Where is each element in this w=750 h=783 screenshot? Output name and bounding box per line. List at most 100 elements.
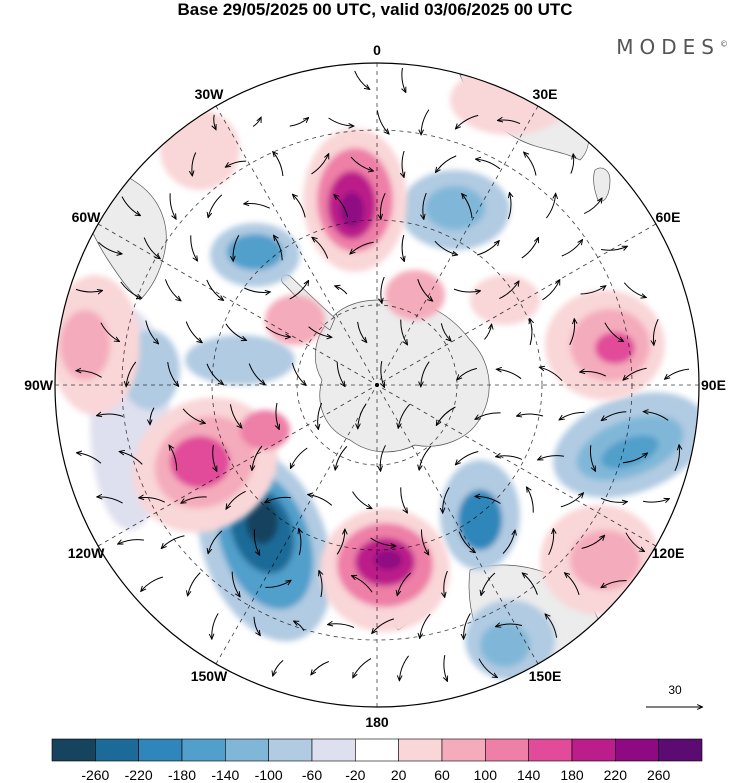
colorbar-label-4: -100 — [255, 767, 283, 783]
wind-arrow — [402, 150, 404, 177]
anomaly-pos-south-indian-core — [570, 530, 640, 590]
wind-arrow — [417, 279, 433, 301]
wind-arrow — [458, 531, 475, 553]
colorbar-label-2: -180 — [168, 767, 196, 783]
wind-arrow — [328, 117, 354, 126]
lon-label-0: 0 — [373, 42, 381, 58]
wind-arrow — [162, 535, 185, 548]
wind-arrow — [353, 658, 372, 678]
wind-arrow — [75, 288, 102, 292]
colorbar-label-12: 220 — [604, 767, 628, 783]
wind-arrow — [380, 192, 386, 219]
wind-arrow — [402, 67, 406, 92]
wind-arrow — [206, 279, 223, 300]
wind-arrow — [524, 153, 537, 176]
wind-arrow — [145, 320, 158, 344]
colorbar-swatch-11 — [528, 738, 573, 762]
wind-arrow — [464, 613, 471, 638]
wind-arrow — [126, 361, 137, 386]
wind-arrow — [244, 203, 271, 209]
latitude-circle-2 — [211, 219, 543, 551]
wind-arrow — [625, 532, 644, 552]
wind-arrow — [476, 159, 501, 170]
colorbar-label-3: -140 — [211, 767, 239, 783]
wind-arrow — [419, 446, 432, 469]
wind-arrow — [443, 487, 450, 512]
wind-arrow — [496, 456, 523, 460]
wind-arrow — [527, 487, 534, 513]
anomaly-pos-enderby — [470, 275, 540, 325]
wind-arrow — [546, 194, 555, 219]
wind-arrow — [644, 412, 669, 421]
wind-arrow — [231, 571, 240, 597]
anomaly-neg-southern-ocean-east-core — [458, 490, 502, 550]
wind-arrow — [602, 411, 627, 421]
anomaly-pos-amundsen-core-2 — [170, 436, 230, 488]
wind-arrow — [226, 490, 246, 508]
wind-arrow — [350, 156, 373, 171]
lon-label-60e: 60E — [656, 209, 681, 225]
wind-arrow — [580, 286, 606, 295]
wind-arrow — [444, 655, 447, 681]
pole-marker — [375, 383, 379, 387]
colorbar-label-5: -60 — [302, 767, 322, 783]
wind-arrow — [276, 402, 279, 429]
wind-arrow — [381, 276, 385, 303]
wind-arrow — [206, 363, 223, 384]
wind-arrow — [437, 406, 456, 425]
wind-arrow — [476, 496, 501, 504]
wind-arrow — [499, 281, 518, 300]
wind-arrow — [229, 404, 241, 427]
wind-arrow — [456, 451, 479, 465]
wind-arrow — [376, 110, 388, 133]
wind-arrow — [352, 576, 373, 593]
lon-label-120w: 120W — [68, 545, 105, 561]
anomaly-pos-pacific-south — [240, 410, 290, 450]
wind-arrow — [97, 414, 124, 416]
lon-label-90w: 90W — [24, 377, 54, 393]
wind-arrow — [192, 152, 197, 176]
wind-arrow — [400, 487, 407, 512]
wind-arrow — [507, 193, 511, 220]
wind-arrow — [243, 287, 270, 292]
wind-arrow — [212, 613, 219, 638]
anomaly-pos-bellingshausen — [265, 295, 325, 345]
wind-arrow — [521, 238, 538, 259]
colorbar-label-10: 140 — [517, 767, 541, 783]
wind-arrow — [252, 445, 263, 470]
colorbar-swatch-9 — [441, 738, 486, 762]
colorbar-swatch-5 — [268, 738, 313, 762]
wind-arrow — [420, 529, 428, 555]
wind-arrow — [478, 658, 497, 678]
wind-arrow — [475, 412, 501, 419]
colorbar-swatch-14 — [658, 738, 703, 762]
colorbar-label-7: 20 — [391, 767, 407, 783]
madagascar-landmass — [593, 167, 611, 202]
wind-arrow — [354, 70, 370, 89]
wind-arrow — [118, 539, 144, 544]
wind-arrow — [318, 402, 323, 429]
colorbar-label-8: 60 — [434, 767, 450, 783]
wind-arrow — [208, 530, 223, 553]
wind-arrow — [289, 281, 309, 300]
wind-arrow — [336, 530, 345, 555]
lon-label-90e: 90E — [701, 377, 726, 393]
wind-arrow — [601, 580, 627, 588]
wind-arrow — [182, 408, 205, 423]
colorbar-label-1: -220 — [125, 767, 153, 783]
negative-anomalies — [90, 170, 699, 680]
lon-label-30w: 30W — [195, 86, 225, 102]
anomaly-neg-south-atlantic-core — [425, 186, 485, 230]
wind-arrow — [497, 369, 522, 380]
wind-arrow — [213, 445, 217, 471]
wind-arrow — [420, 613, 431, 638]
wind-arrow — [141, 576, 164, 591]
wind-arrow — [481, 572, 496, 595]
wind-arrow — [589, 445, 595, 471]
wind-arrow — [188, 572, 201, 596]
wind-arrow — [308, 326, 332, 337]
wind-arrow — [643, 499, 669, 502]
wind-arrow — [357, 321, 367, 342]
wind-arrow — [225, 323, 246, 340]
anomaly-neg-tasman-core — [480, 623, 530, 667]
